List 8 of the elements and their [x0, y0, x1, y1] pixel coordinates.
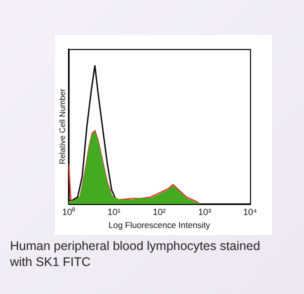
text: Human peripheral blood lymphocytes stained with SK1 FITC — [10, 238, 262, 270]
x-tick-label: 10² — [152, 206, 166, 217]
x-tick-label: 10⁴ — [243, 206, 258, 217]
x-tick-label: 10¹ — [107, 206, 120, 217]
x-tick-label: 10³ — [198, 206, 212, 217]
y-axis-title: Relative Cell Number — [58, 88, 68, 164]
x-tick-label: 10⁰ — [62, 206, 76, 217]
x-axis-title: Log Fluorescence Intensity — [108, 220, 211, 230]
